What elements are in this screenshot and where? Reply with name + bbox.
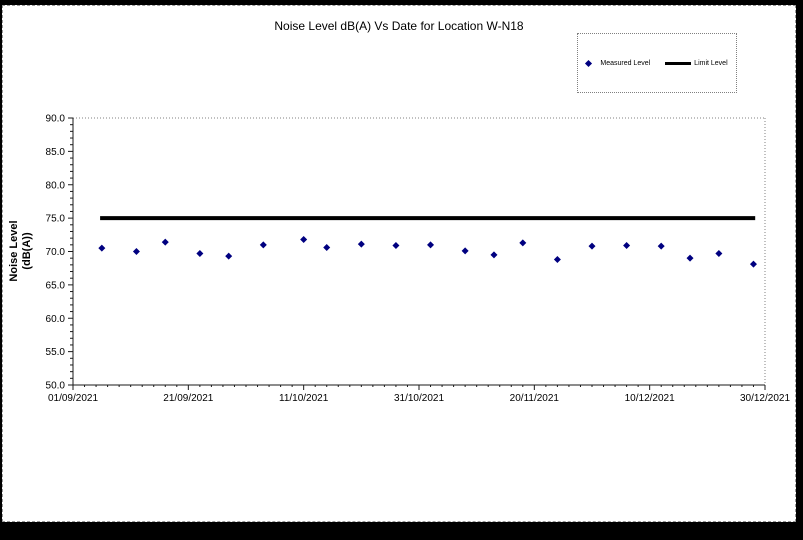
data-point [300, 235, 308, 243]
chart-canvas: 50.0 55.0 60.0 65.0 70.0 75.0 80.0 85.0 90.0 01/0… [2, 5, 796, 522]
plot-area: 50.0 55.0 60.0 65.0 70.0 75.0 80.0 85.0 90.0 01/0… [46, 114, 791, 405]
x-tick-label: 10/12/2021 [625, 393, 675, 404]
x-tick-label: 30/12/2021 [740, 393, 790, 404]
data-point [196, 250, 204, 258]
data-point [392, 241, 400, 249]
y-tick-label: 70.0 [46, 247, 66, 258]
legend-label-measured: Measured Level [600, 59, 651, 67]
legend-item-measured: Measured Level [585, 59, 651, 67]
legend-label-limit: Limit Level [694, 59, 728, 67]
chart-title: Noise Level dB(A) Vs Date for Location W… [274, 19, 524, 33]
legend-item-limit: Limit Level [665, 59, 728, 67]
x-tick-label: 31/10/2021 [394, 393, 444, 404]
y-axis-title-line2: (dB(A)) [21, 232, 33, 270]
data-point [588, 242, 596, 250]
y-tick-label: 80.0 [46, 180, 66, 191]
data-point [161, 238, 169, 246]
y-tick-label: 85.0 [46, 147, 66, 158]
y-tick-label: 90.0 [46, 114, 66, 125]
data-point [323, 243, 331, 251]
limit-line-icon [665, 61, 692, 65]
data-point [553, 256, 561, 264]
data-point [259, 241, 267, 249]
y-tick-label: 55.0 [46, 347, 66, 358]
data-point [490, 251, 498, 259]
data-point [715, 250, 723, 258]
data-point [686, 254, 694, 262]
y-tick-label: 75.0 [46, 214, 66, 225]
data-point [357, 240, 365, 248]
y-tick-label: 60.0 [46, 314, 66, 325]
y-axis-title-line1: Noise Level [8, 220, 20, 282]
legend: Measured Level Limit Level [577, 33, 737, 93]
data-point [623, 241, 631, 249]
data-point [749, 260, 757, 268]
data-point [519, 239, 527, 247]
data-point [461, 247, 469, 255]
diamond-marker-icon [585, 59, 593, 67]
x-tick-label: 11/10/2021 [279, 393, 329, 404]
y-tick-label: 65.0 [46, 280, 66, 291]
data-point [427, 241, 435, 249]
y-axis-title: Noise Level (dB(A)) [8, 206, 36, 296]
x-tick-label: 20/11/2021 [510, 393, 560, 404]
data-point [98, 244, 106, 252]
data-point [132, 248, 140, 255]
data-point [225, 252, 233, 260]
y-tick-label: 50.0 [46, 381, 66, 392]
data-point [657, 242, 665, 250]
x-tick-label: 21/09/2021 [163, 393, 213, 404]
x-tick-label: 01/09/2021 [48, 393, 98, 404]
